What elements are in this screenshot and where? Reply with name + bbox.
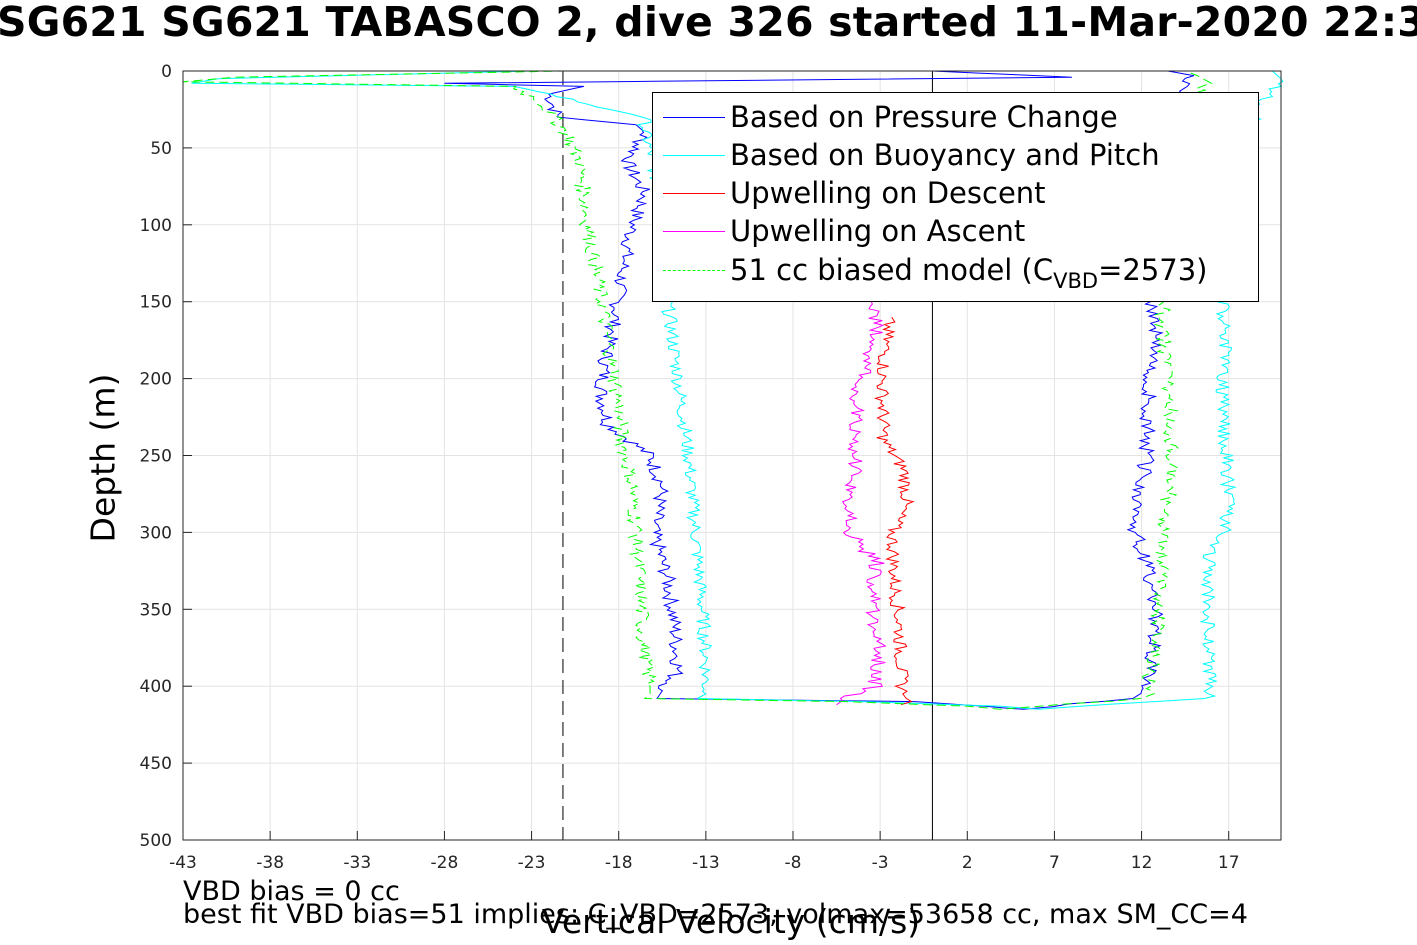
x-tick-label: -3	[872, 853, 889, 873]
legend-swatch-buoyancy	[663, 155, 725, 156]
series-line-2	[873, 316, 915, 706]
y-tick-label: 350	[140, 600, 172, 620]
vbd-bias-note: VBD bias = 0 cc	[183, 876, 400, 907]
legend-swatch-upwelling-descent	[663, 193, 725, 194]
x-tick-label: 17	[1218, 853, 1240, 873]
x-tick-label: -33	[343, 853, 371, 873]
y-tick-label: 300	[140, 523, 172, 543]
legend-item-biased-model: 51 cc biased model (CVBD=2573)	[653, 250, 1258, 293]
x-tick-label: 12	[1131, 853, 1153, 873]
x-axis-label: Vertical Velocity (cm/s)	[541, 902, 921, 941]
y-tick-label: 400	[140, 677, 172, 697]
best-fit-note: best fit VBD bias=51 implies: C_VBD=2573…	[183, 899, 1248, 930]
x-tick-label: 7	[1049, 853, 1060, 873]
y-tick-label: 200	[140, 370, 172, 390]
legend-label-pressure: Based on Pressure Change	[730, 100, 1118, 134]
y-tick-label: 450	[140, 754, 172, 774]
x-tick-label: -38	[256, 853, 284, 873]
legend-label-upwelling-descent: Upwelling on Descent	[730, 176, 1046, 210]
series-line-3	[836, 301, 887, 706]
legend: Based on Pressure Change Based on Buoyan…	[652, 92, 1259, 302]
legend-label-tail: =2573)	[1098, 253, 1208, 287]
x-tick-label: -8	[785, 853, 802, 873]
legend-label-main: 51 cc biased model (C	[730, 253, 1054, 287]
y-tick-label: 100	[140, 216, 172, 236]
legend-label-buoyancy: Based on Buoyancy and Pitch	[730, 138, 1160, 172]
y-tick-label: 500	[140, 831, 172, 851]
legend-item-buoyancy: Based on Buoyancy and Pitch	[653, 135, 1258, 173]
y-tick-label: 50	[150, 139, 172, 159]
x-tick-label: -43	[169, 853, 197, 873]
legend-label-upwelling-ascent: Upwelling on Ascent	[730, 214, 1026, 248]
legend-item-upwelling-ascent: Upwelling on Ascent	[653, 211, 1258, 249]
legend-item-pressure: Based on Pressure Change	[653, 97, 1258, 135]
x-tick-label: -18	[605, 853, 633, 873]
y-tick-label: 0	[161, 62, 172, 82]
y-axis-label: Depth (m)	[83, 373, 123, 543]
x-tick-label: -13	[692, 853, 720, 873]
legend-label-biased-model: 51 cc biased model (CVBD=2573)	[730, 253, 1208, 293]
chart-title: SG621 SG621 TABASCO 2, dive 326 started …	[0, 0, 1417, 46]
x-tick-label: -23	[518, 853, 546, 873]
legend-swatch-pressure	[663, 117, 725, 118]
x-tick-label: 2	[962, 853, 973, 873]
y-tick-label: 150	[140, 293, 172, 313]
legend-label-sub: VBD	[1053, 269, 1099, 293]
y-tick-label: 250	[140, 447, 172, 467]
legend-swatch-upwelling-ascent	[663, 231, 725, 232]
x-tick-label: -28	[431, 853, 459, 873]
tick-labels: -43 -38 -33 -28 -23 -18 -13 -8 -3 2 7 12 17 0 50 100 150…	[140, 62, 1240, 873]
legend-swatch-biased-model	[663, 270, 725, 271]
legend-item-upwelling-descent: Upwelling on Descent	[653, 173, 1258, 211]
